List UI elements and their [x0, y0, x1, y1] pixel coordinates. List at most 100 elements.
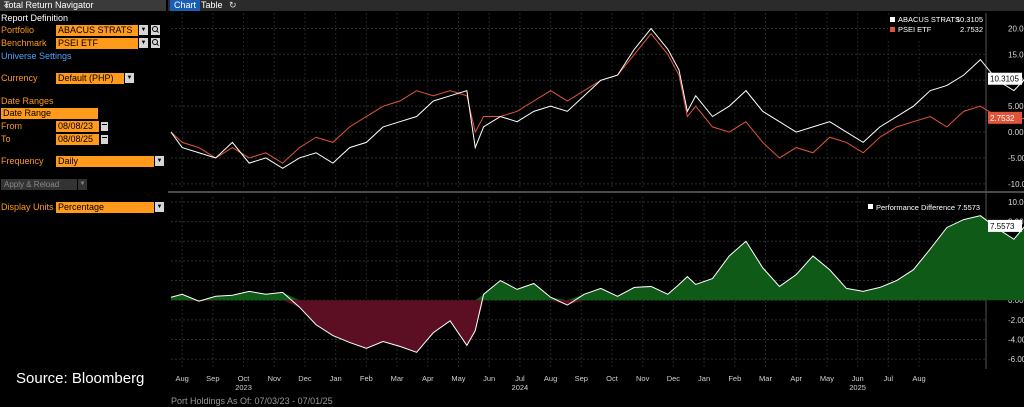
panel-title-bar: Total Return Navigator « — [0, 0, 166, 11]
x-month-label: Jun — [852, 374, 864, 383]
x-month-label: Aug — [544, 374, 557, 383]
benchmark-search-icon[interactable] — [151, 38, 160, 48]
legend-series-value: 10.3105 — [956, 15, 983, 24]
x-month-label: Jul — [515, 374, 525, 383]
portfolio-dropdown-icon[interactable]: ▼ — [139, 25, 148, 35]
x-month-label: Mar — [391, 374, 404, 383]
x-month-label: May — [451, 374, 465, 383]
y-tick-label: -6.00 — [1008, 355, 1024, 364]
portfolio-search-icon[interactable] — [151, 25, 160, 35]
last-value-label: 2.7532 — [990, 114, 1015, 123]
last-value-label: 10.3105 — [990, 75, 1019, 84]
x-month-label: Sep — [575, 374, 588, 383]
x-month-label: Mar — [759, 374, 772, 383]
x-month-label: Apr — [422, 374, 434, 383]
from-date-field[interactable]: 08/08/23 — [56, 121, 99, 132]
benchmark-label: Benchmark — [1, 38, 47, 48]
collapse-panel-icon[interactable]: « — [4, 0, 10, 10]
y-tick-label: 0.00 — [1008, 296, 1024, 305]
panel-title: Total Return Navigator — [4, 0, 94, 10]
frequency-dropdown-icon[interactable]: ▼ — [155, 156, 164, 166]
port-holdings-footer: Port Holdings As Of: 07/03/23 - 07/01/25 — [171, 396, 333, 406]
benchmark-field[interactable]: PSEI ETF — [56, 38, 138, 49]
report-panel: Total Return Navigator « Report Definiti… — [0, 0, 166, 407]
last-value-marker — [988, 111, 1022, 124]
x-month-label: Jul — [884, 374, 894, 383]
x-month-label: Apr — [790, 374, 802, 383]
x-month-label: Aug — [912, 374, 925, 383]
negative-area — [171, 300, 1024, 353]
report-definition-heading: Report Definition — [1, 13, 69, 23]
to-label: To — [1, 134, 11, 144]
legend-swatch — [890, 27, 895, 32]
y-tick-label: 5.00 — [1008, 102, 1024, 111]
legend-series-value: 2.7532 — [960, 25, 983, 34]
x-month-label: Aug — [175, 374, 188, 383]
x-month-label: May — [820, 374, 834, 383]
legend-series-name: ABACUS STRATS — [898, 15, 960, 24]
x-month-label: Jun — [483, 374, 495, 383]
y-tick-label: -5.00 — [1008, 154, 1024, 163]
y-tick-label: 20.00 — [1008, 25, 1024, 34]
frequency-label: Frequency — [1, 156, 44, 166]
y-tick-label: 15.00 — [1008, 50, 1024, 59]
apply-reload-label: Apply & Reload — [4, 180, 60, 189]
apply-reload-button[interactable]: Apply & Reload — [1, 179, 77, 190]
date-range-select[interactable]: Date Range — [1, 108, 98, 119]
source-caption: Source: Bloomberg — [16, 370, 145, 387]
last-value-performance-difference: 7.5573 — [990, 222, 1015, 231]
last-value-marker — [988, 219, 1022, 232]
chart-area: 20.00 15.00 10.00 5.00 0.00 -5.00 -10.00 ABACUS… — [168, 13, 1024, 392]
to-calendar-icon[interactable] — [101, 135, 108, 144]
portfolio-label: Portfolio — [1, 25, 35, 35]
to-date-field[interactable]: 08/08/25 — [56, 134, 99, 145]
from-label: From — [1, 121, 22, 131]
tab-chart[interactable]: Chart — [170, 0, 201, 11]
from-calendar-icon[interactable] — [101, 122, 108, 131]
legend-swatch — [890, 17, 895, 22]
view-tab-bar: Chart Table ↻ — [168, 0, 1024, 11]
x-month-label: Feb — [360, 374, 373, 383]
plot-panel-1 — [168, 13, 1024, 189]
x-month-label: Oct — [238, 374, 251, 383]
currency-dropdown-icon[interactable]: ▼ — [125, 73, 134, 83]
frequency-select[interactable]: Daily — [56, 156, 154, 167]
y-tick-label: -10.00 — [1008, 180, 1024, 189]
y-tick-label: -4.00 — [1008, 336, 1024, 345]
x-year-label: 2024 — [512, 383, 529, 392]
currency-select[interactable]: Default (PHP) — [56, 73, 124, 84]
benchmark-dropdown-icon[interactable]: ▼ — [139, 38, 148, 48]
tab-table[interactable]: Table — [201, 0, 223, 10]
positive-area — [171, 215, 1024, 301]
display-units-select[interactable]: Percentage — [56, 202, 154, 213]
legend-performance-difference: Performance Difference 7.5573 — [876, 203, 980, 212]
legend-series-name: PSEI ETF — [898, 25, 932, 34]
legend-box — [888, 15, 985, 39]
x-month-label: Feb — [728, 374, 741, 383]
plot-panel-2 — [168, 197, 1024, 369]
x-month-label: Oct — [606, 374, 619, 383]
legend-swatch — [868, 204, 873, 209]
x-month-label: Jan — [330, 374, 342, 383]
last-value-marker — [988, 72, 1022, 85]
x-month-label: Sep — [206, 374, 219, 383]
x-month-label: Dec — [298, 374, 312, 383]
y-tick-label: 0.00 — [1008, 128, 1024, 137]
refresh-icon[interactable]: ↻ — [229, 0, 237, 10]
y-tick-label: 10.00 — [1008, 198, 1024, 207]
display-units-dropdown-icon[interactable]: ▼ — [155, 202, 164, 212]
legend-box — [865, 201, 985, 213]
date-ranges-label: Date Ranges — [1, 96, 54, 106]
x-year-label: 2025 — [849, 383, 866, 392]
apply-dropdown-icon[interactable]: ▼ — [78, 179, 87, 190]
x-month-label: Dec — [667, 374, 681, 383]
x-month-label: Jan — [698, 374, 710, 383]
display-units-label: Display Units — [1, 202, 54, 212]
x-month-label: Nov — [268, 374, 282, 383]
series-line-portfolio — [170, 27, 1024, 169]
series-line-performance-difference — [170, 215, 1024, 353]
portfolio-field[interactable]: ABACUS STRATS — [56, 25, 138, 36]
universe-settings-link[interactable]: Universe Settings — [1, 51, 72, 61]
y-tick-label: -2.00 — [1008, 316, 1024, 325]
x-month-label: Nov — [636, 374, 650, 383]
